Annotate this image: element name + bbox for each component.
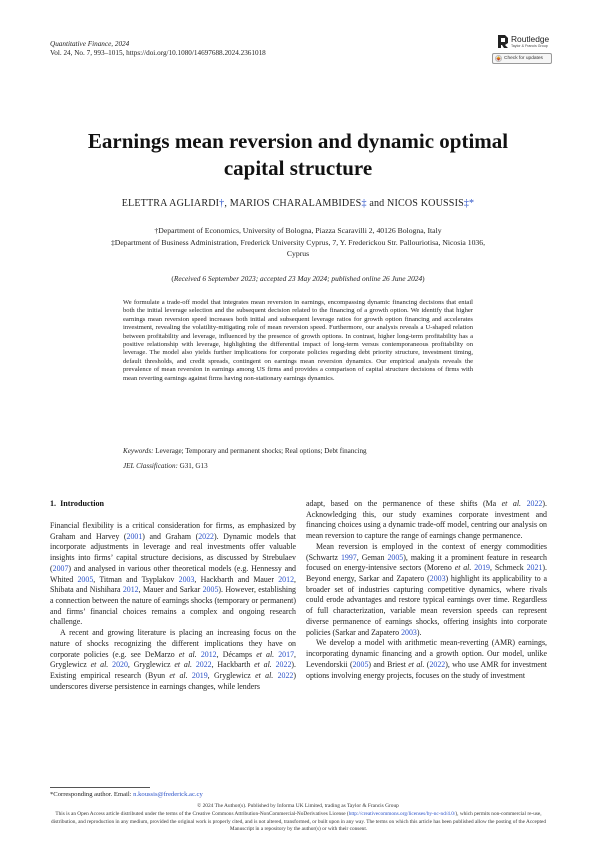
routledge-logo-icon <box>498 35 508 48</box>
journal-info: Quantitative Finance, 2024 Vol. 24, No. … <box>50 40 266 59</box>
check-for-updates-label: Check for updates <box>504 56 543 61</box>
publisher-logo[interactable]: Routledge Taylor & Francis Group <box>497 33 557 51</box>
footnote-divider <box>50 787 150 788</box>
affiliation-line: ‡Department of Business Administration, … <box>110 238 486 247</box>
jel-classification: JEL Classification: G31, G13 <box>123 462 208 470</box>
corresponding-email-link[interactable]: n.koussis@frederick.ac.cy <box>133 791 203 798</box>
jel-codes: G31, G13 <box>179 462 208 470</box>
body-column-left: Financial flexibility is a critical cons… <box>50 521 296 693</box>
journal-volume-doi[interactable]: Vol. 24, No. 7, 993–1015, https://doi.or… <box>50 49 266 58</box>
body-column-right: adapt, based on the permanence of these … <box>306 499 547 681</box>
body-paragraph: We develop a model with arithmetic mean-… <box>306 638 548 680</box>
footnote: *Corresponding author. Email: n.koussis@… <box>50 791 203 798</box>
license-text-start: This is an Open Access article distribut… <box>55 811 349 817</box>
body-paragraph: Mean reversion is employed in the contex… <box>306 541 547 637</box>
jel-label: JEL Classification: <box>123 462 178 470</box>
keywords-text: Leverage; Temporary and permanent shocks… <box>155 447 367 455</box>
author-name: MARIOS CHARALAMBIDES <box>229 198 362 209</box>
paper-title-line-1: Earnings mean reversion and dynamic opti… <box>87 129 509 153</box>
author-affiliation-mark[interactable]: ‡ <box>361 198 367 209</box>
received-dates-text: Received 6 September 2023; accepted 23 M… <box>173 274 423 283</box>
copyright-notice: © 2024 The Author(s). Published by Infor… <box>197 803 399 809</box>
author-list: ELETTRA AGLIARDI†, MARIOS CHARALAMBIDES‡… <box>40 198 556 209</box>
body-paragraph: adapt, based on the permanence of these … <box>306 499 547 541</box>
keywords-label: Keywords: <box>123 447 154 455</box>
footnote-text: *Corresponding author. Email: <box>50 791 134 798</box>
journal-name: Quantitative Finance, 2024 <box>50 40 130 48</box>
body-paragraph: A recent and growing literature is placi… <box>50 628 296 691</box>
section-number: 1. <box>50 499 57 508</box>
author-affiliation-mark[interactable]: ‡* <box>463 198 475 209</box>
author-name: NICOS KOUSSIS <box>387 198 464 209</box>
received-dates: (Received 6 September 2023; accepted 23 … <box>171 274 425 283</box>
publisher-subtitle: Taylor & Francis Group <box>511 44 548 48</box>
section-heading: 1. Introduction <box>50 499 104 508</box>
author-name: ELETTRA AGLIARDI <box>121 198 220 209</box>
license-text-end: ), which permits non-commercial re-use, … <box>51 811 546 833</box>
abstract: We formulate a trade-off model that inte… <box>123 299 473 382</box>
author-affiliation-mark[interactable]: † <box>219 198 225 209</box>
author-separator: , <box>224 198 230 209</box>
check-for-updates-button[interactable]: Check for updates <box>492 53 552 64</box>
author-and: and <box>366 198 388 209</box>
crossmark-icon <box>495 55 502 62</box>
affiliation-line: Cyprus <box>286 249 310 258</box>
paper-title: Earnings mean reversion and dynamic opti… <box>40 128 556 182</box>
publisher-name: Routledge <box>511 34 550 44</box>
license-link[interactable]: http://creativecommons.org/licenses/by-n… <box>348 811 456 817</box>
section-title: Introduction <box>60 499 105 508</box>
body-paragraph: Financial flexibility is a critical cons… <box>50 521 296 627</box>
license-notice: This is an Open Access article distribut… <box>50 811 547 834</box>
affiliation-line: †Department of Economics, University of … <box>154 226 442 235</box>
paper-title-line-2: capital structure <box>223 156 373 180</box>
keywords: Keywords: Leverage; Temporary and perman… <box>123 447 367 455</box>
